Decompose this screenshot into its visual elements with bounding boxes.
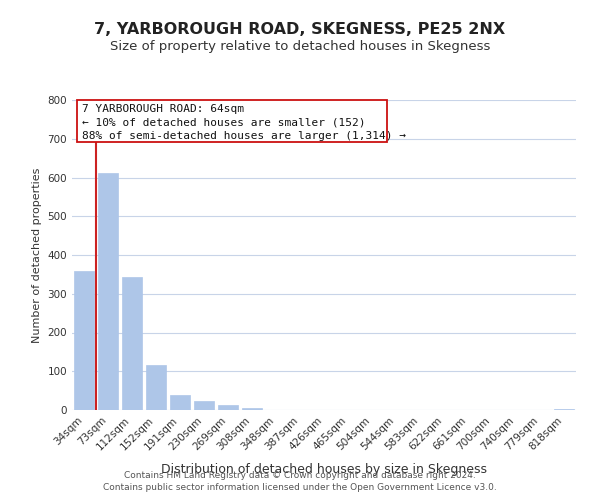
Y-axis label: Number of detached properties: Number of detached properties — [32, 168, 42, 342]
Bar — [98, 173, 118, 410]
Text: 7 YARBOROUGH ROAD: 64sqm: 7 YARBOROUGH ROAD: 64sqm — [82, 104, 244, 114]
Bar — [122, 277, 142, 410]
Bar — [242, 408, 262, 410]
Bar — [554, 409, 574, 410]
Bar — [194, 402, 214, 410]
Text: 7, YARBOROUGH ROAD, SKEGNESS, PE25 2NX: 7, YARBOROUGH ROAD, SKEGNESS, PE25 2NX — [94, 22, 506, 38]
Text: Contains public sector information licensed under the Open Government Licence v3: Contains public sector information licen… — [103, 484, 497, 492]
Text: Size of property relative to detached houses in Skegness: Size of property relative to detached ho… — [110, 40, 490, 53]
Bar — [218, 405, 238, 410]
X-axis label: Distribution of detached houses by size in Skegness: Distribution of detached houses by size … — [161, 463, 487, 476]
Text: ← 10% of detached houses are smaller (152): ← 10% of detached houses are smaller (15… — [82, 118, 365, 128]
Bar — [74, 272, 94, 410]
Bar — [170, 394, 190, 410]
FancyBboxPatch shape — [77, 100, 387, 142]
Text: Contains HM Land Registry data © Crown copyright and database right 2024.: Contains HM Land Registry data © Crown c… — [124, 471, 476, 480]
Text: 88% of semi-detached houses are larger (1,314) →: 88% of semi-detached houses are larger (… — [82, 131, 406, 141]
Bar — [146, 366, 166, 410]
